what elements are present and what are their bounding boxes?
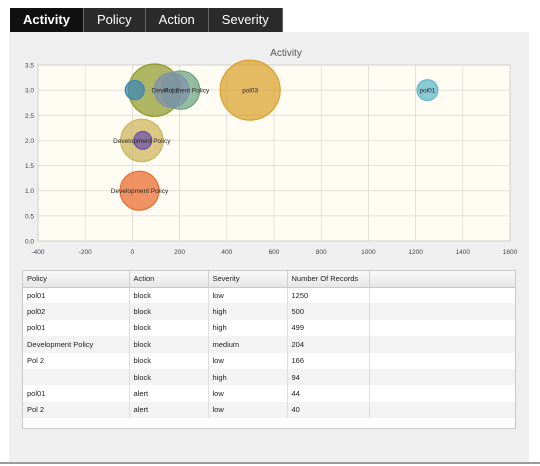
table-cell-empty <box>369 368 515 386</box>
table-cell: medium <box>208 336 288 353</box>
table-cell: low <box>208 401 288 419</box>
table-cell: low <box>208 352 288 369</box>
table-cell-empty <box>369 320 515 336</box>
bubble-label: pol03 <box>242 88 258 95</box>
table-cell: block <box>129 303 209 320</box>
bubble-label: Pol 2 <box>164 88 179 95</box>
table-cell: high <box>208 303 288 320</box>
content-panel: Activity -400 -200 0 200 400 600 800 1000 1200 140… <box>9 32 529 462</box>
table-cell: 44 <box>287 385 370 402</box>
table-cell-empty <box>369 385 515 401</box>
x-tick-label: -200 <box>79 249 92 256</box>
table-cell <box>23 368 130 386</box>
table-cell: low <box>208 287 288 304</box>
table-cell: 166 <box>287 352 370 369</box>
bubble-point <box>119 170 160 211</box>
bubble-label: Development Policy <box>113 138 171 145</box>
table-cell: alert <box>129 401 209 419</box>
table-cell: pol01 <box>23 385 130 402</box>
bubble-chart: Activity -400 -200 0 200 400 600 800 1000 1200 140… <box>25 48 518 256</box>
table-cell-empty <box>369 287 515 303</box>
x-tick-label: 0 <box>131 249 135 256</box>
table-cell: low <box>208 385 288 402</box>
table-cell: 94 <box>287 368 370 386</box>
table-cell-empty <box>369 353 515 369</box>
x-tick-label: 1000 <box>361 249 376 256</box>
table-row[interactable]: Development Policy block medium 204 <box>23 336 515 353</box>
column-header-action[interactable]: Action <box>129 271 209 288</box>
bottom-divider <box>0 462 540 464</box>
table-cell: pol01 <box>23 287 130 304</box>
column-header-policy[interactable]: Policy <box>23 271 130 288</box>
bubble-label: pol01 <box>419 88 435 95</box>
table-cell: 40 <box>287 401 370 419</box>
table-row[interactable]: Pol 2 block low 166 <box>23 352 515 369</box>
table-header-row: Policy Action Severity Number Of Records <box>23 271 515 288</box>
bubble-point <box>133 130 153 150</box>
x-tick-label: 400 <box>221 249 232 256</box>
table-cell-empty <box>369 303 515 320</box>
x-tick-label: 1600 <box>503 249 518 256</box>
records-table: Policy Action Severity Number Of Records… <box>22 270 516 429</box>
bubble-point <box>219 59 281 121</box>
y-tick-label: 2.5 <box>25 113 34 120</box>
table-cell: 500 <box>287 303 370 320</box>
y-tick-label: 3.0 <box>25 88 34 95</box>
bubble-point <box>124 80 145 101</box>
y-tick-label: 0.0 <box>25 239 34 246</box>
table-cell: pol01 <box>23 319 130 337</box>
table-cell: alert <box>129 385 209 402</box>
table-cell: 499 <box>287 319 370 337</box>
table-row[interactable]: pol02 block high 500 <box>23 303 515 320</box>
x-tick-label: 1400 <box>456 249 471 256</box>
x-tick-label: -400 <box>31 249 44 256</box>
tab-policy[interactable]: Policy <box>83 8 146 32</box>
tab-action[interactable]: Action <box>145 8 209 32</box>
x-tick-label: 1200 <box>408 249 423 256</box>
table-cell-empty <box>369 401 515 419</box>
table-cell: high <box>208 368 288 386</box>
x-tick-label: 800 <box>316 249 327 256</box>
table-body: pol01 block low 1250 pol02 block high 500 pol01 b… <box>23 287 515 419</box>
records-grid: Policy Action Severity Number Of Records… <box>23 271 515 419</box>
tab-severity[interactable]: Severity <box>208 8 283 32</box>
bubble-label: Development Policy <box>111 188 169 195</box>
table-cell: block <box>129 336 209 353</box>
table-cell: 204 <box>287 336 370 353</box>
column-header-records[interactable]: Number Of Records <box>287 271 370 288</box>
table-cell: block <box>129 352 209 369</box>
table-cell: pol02 <box>23 303 130 320</box>
table-cell: Development Policy <box>23 336 130 353</box>
table-cell: high <box>208 319 288 337</box>
table-cell: Pol 2 <box>23 401 130 419</box>
x-tick-label: 600 <box>269 249 280 256</box>
y-tick-label: 1.5 <box>25 163 34 170</box>
y-tick-label: 1.0 <box>25 188 34 195</box>
table-row[interactable]: Pol 2 alert low 40 <box>23 401 515 419</box>
chart-title: Activity <box>270 48 302 59</box>
table-cell: Pol 2 <box>23 352 130 369</box>
table-row[interactable]: pol01 block high 499 <box>23 319 515 337</box>
table-cell: block <box>129 368 209 386</box>
table-cell-empty <box>369 336 515 353</box>
table-cell: 1250 <box>287 287 370 304</box>
tab-bar: Activity Policy Action Severity <box>10 8 283 32</box>
y-tick-label: 3.5 <box>25 63 34 70</box>
bubble-point <box>153 72 190 109</box>
column-header-severity[interactable]: Severity <box>208 271 288 288</box>
bubble-label: Development Policy <box>152 88 210 95</box>
column-header-empty <box>369 271 515 288</box>
table-row[interactable]: pol01 alert low 44 <box>23 385 515 402</box>
table-cell: block <box>129 319 209 337</box>
y-tick-label: 2.0 <box>25 138 34 145</box>
table-row[interactable]: block high 94 <box>23 368 515 386</box>
table-row[interactable]: pol01 block low 1250 <box>23 287 515 304</box>
tab-activity[interactable]: Activity <box>10 8 84 32</box>
y-tick-label: 0.5 <box>25 213 34 220</box>
table-cell: block <box>129 287 209 304</box>
x-tick-label: 200 <box>174 249 185 256</box>
bubble-point <box>416 79 439 102</box>
